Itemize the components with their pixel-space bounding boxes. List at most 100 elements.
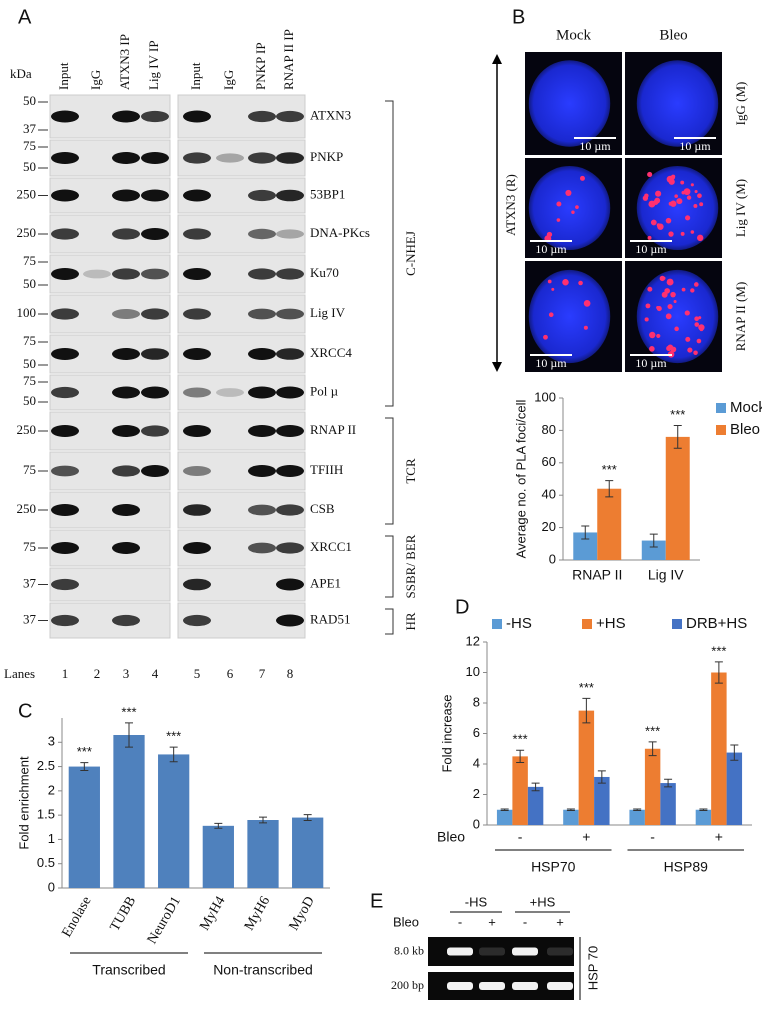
blot-band bbox=[248, 228, 276, 240]
blot-band bbox=[183, 578, 211, 591]
significance: *** bbox=[166, 729, 181, 744]
protein-label: Pol µ bbox=[310, 383, 339, 398]
marker-label: 50 bbox=[23, 93, 36, 108]
pla-dot bbox=[668, 231, 674, 237]
blot-band bbox=[51, 465, 79, 477]
band-label: 200 bp bbox=[391, 978, 424, 992]
blot-band bbox=[51, 189, 79, 202]
blot-band bbox=[112, 110, 140, 123]
pla-dot bbox=[690, 183, 694, 187]
blot-band bbox=[276, 152, 304, 164]
pla-dot bbox=[571, 210, 575, 214]
bar bbox=[563, 809, 579, 825]
bleo-sign: + bbox=[488, 914, 496, 929]
marker-label: 75 bbox=[23, 462, 36, 477]
pla-dot bbox=[684, 215, 691, 221]
blot-band bbox=[183, 614, 211, 627]
pla-dot bbox=[676, 198, 683, 205]
significance: *** bbox=[513, 732, 528, 747]
pla-dot bbox=[665, 313, 672, 320]
error-bar bbox=[531, 782, 540, 792]
y-tick-label: 2 bbox=[473, 786, 480, 801]
pla-dot bbox=[578, 280, 583, 286]
blot-band bbox=[141, 228, 169, 240]
pla-dot bbox=[683, 188, 691, 196]
blot-band bbox=[248, 504, 276, 516]
pla-dot bbox=[666, 278, 674, 286]
blot-band bbox=[51, 578, 79, 591]
significance: *** bbox=[645, 723, 660, 738]
panel-letter: B bbox=[512, 6, 525, 28]
group-label: Non-transcribed bbox=[213, 962, 313, 978]
pla-dot bbox=[645, 303, 651, 309]
bar bbox=[644, 748, 661, 825]
y-tick-label: 0 bbox=[48, 879, 55, 894]
blot-band bbox=[112, 465, 140, 477]
legend-label: +HS bbox=[596, 615, 626, 632]
error-bar bbox=[597, 770, 606, 784]
bar bbox=[711, 672, 727, 825]
lane-number: 4 bbox=[152, 666, 159, 681]
protein-label: RAD51 bbox=[310, 611, 350, 626]
y-tick-label: 8 bbox=[473, 694, 480, 709]
lane-header: PNKP IP bbox=[253, 42, 268, 90]
marker-label: 50 bbox=[23, 356, 36, 371]
nucleus bbox=[636, 60, 719, 147]
pla-dot bbox=[547, 279, 552, 284]
pla-dot bbox=[647, 171, 653, 178]
group-bracket bbox=[385, 417, 394, 525]
marker-label: 75 bbox=[23, 138, 36, 153]
marker-label: 37 bbox=[23, 575, 37, 590]
blot-band bbox=[112, 614, 140, 627]
blot-band bbox=[248, 110, 276, 123]
bar bbox=[578, 710, 595, 825]
lanes-label: Lanes bbox=[4, 666, 35, 681]
y-tick-label: 80 bbox=[542, 422, 556, 437]
nucleus bbox=[528, 166, 611, 250]
group-label: HR bbox=[403, 612, 418, 630]
group-bracket bbox=[385, 100, 394, 407]
nucleus bbox=[636, 166, 719, 250]
gel-band bbox=[547, 982, 573, 990]
blot-band bbox=[112, 152, 140, 164]
pla-dot bbox=[690, 288, 695, 293]
protein-label: 53BP1 bbox=[310, 186, 345, 201]
pla-dot bbox=[665, 217, 672, 224]
gene-label: HSP 70 bbox=[585, 946, 600, 991]
blot-band bbox=[141, 152, 169, 164]
pla-dot bbox=[698, 316, 702, 320]
scale-bar-label: 10 µm bbox=[535, 356, 567, 370]
blot-band bbox=[51, 504, 79, 516]
pla-dot bbox=[650, 219, 657, 226]
blot-band bbox=[51, 308, 79, 320]
blot-band bbox=[183, 348, 211, 360]
bar bbox=[665, 436, 690, 560]
bar bbox=[512, 756, 528, 825]
lane-number: 8 bbox=[287, 666, 294, 681]
pla-dot bbox=[668, 201, 673, 206]
y-tick-label: 20 bbox=[542, 519, 556, 534]
pla-dot bbox=[649, 331, 656, 339]
blot-band bbox=[276, 308, 304, 320]
bar bbox=[68, 766, 100, 888]
bar bbox=[629, 809, 645, 825]
significance: *** bbox=[77, 744, 92, 759]
marker-label: 50 bbox=[23, 393, 36, 408]
y-tick-label: 0.5 bbox=[37, 855, 55, 870]
error-bar bbox=[303, 814, 312, 821]
pla-dot bbox=[681, 287, 686, 292]
nucleus bbox=[528, 60, 611, 147]
row-label: RNAP II (M) bbox=[733, 282, 748, 352]
significance: *** bbox=[602, 462, 617, 477]
blot-band bbox=[112, 386, 140, 399]
gel-band bbox=[547, 947, 573, 956]
group-label: C-NHEJ bbox=[403, 231, 418, 276]
y-tick-label: 2.5 bbox=[37, 758, 55, 773]
error-bar bbox=[516, 749, 525, 763]
blot-band bbox=[276, 268, 304, 280]
blot-band bbox=[51, 268, 79, 280]
blot-band bbox=[248, 542, 276, 554]
error-bar bbox=[214, 822, 223, 829]
blot-band bbox=[183, 425, 211, 437]
pla-dot bbox=[565, 189, 572, 196]
